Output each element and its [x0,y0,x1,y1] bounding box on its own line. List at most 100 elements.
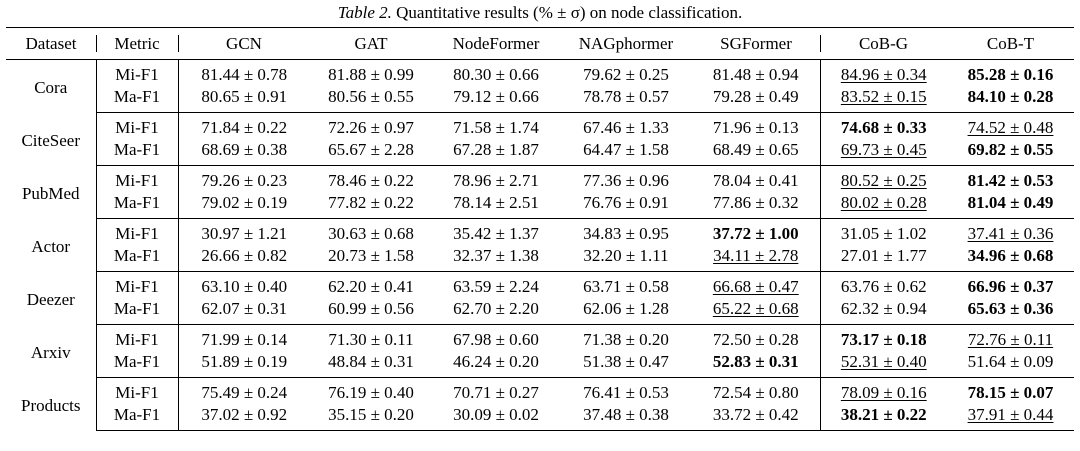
metric-name: Mi-F1 [95,165,178,192]
table-cell: 72.76 ± 0.11 [947,325,1074,352]
result-value: 71.30 ± 0.11 [328,330,414,349]
table-cell: 35.42 ± 1.37 [432,219,560,246]
table-cell: 81.88 ± 0.99 [310,60,432,87]
table-cell: 78.15 ± 0.07 [947,378,1074,405]
table-cell: 67.98 ± 0.60 [432,325,560,352]
table-cell: 80.65 ± 0.91 [177,86,310,113]
table-cell: 64.47 ± 1.58 [560,139,692,166]
result-value: 62.32 ± 0.94 [840,299,927,318]
table-cell: 62.06 ± 1.28 [560,298,692,325]
metric-name: Ma-F1 [95,404,178,431]
result-value: 62.20 ± 0.41 [328,277,414,296]
table-cell: 65.63 ± 0.36 [947,298,1074,325]
table-cell: 62.70 ± 2.20 [432,298,560,325]
metric-name: Ma-F1 [95,245,178,272]
result-value: 78.96 ± 2.71 [453,171,539,190]
result-value: 62.70 ± 2.20 [453,299,539,318]
result-value: 80.30 ± 0.66 [453,65,539,84]
result-value: 27.01 ± 1.77 [840,246,927,265]
dataset-name: Actor [31,237,71,256]
metric-name: Ma-F1 [95,139,178,166]
result-value: 68.49 ± 0.65 [712,140,799,159]
table-cell: 76.76 ± 0.91 [560,192,692,219]
table-cell: 73.17 ± 0.18 [819,324,947,351]
table-cell: 27.01 ± 1.77 [819,245,947,272]
result-value: 76.76 ± 0.91 [583,193,669,212]
table-cell: 33.72 ± 0.42 [692,404,820,431]
result-value: 69.82 ± 0.55 [967,140,1054,159]
table-cell: 34.96 ± 0.68 [947,245,1074,272]
result-value: 79.02 ± 0.19 [201,193,288,212]
result-value: 34.83 ± 0.95 [583,224,669,243]
table-cell: 84.96 ± 0.34 [819,59,947,86]
dataset-name: Cora [34,78,68,98]
table-row: PubMed Mi-F1 79.26 ± 0.23 78.46 ± 0.22 78.96… [6,165,1074,203]
result-value: 78.04 ± 0.41 [712,171,799,190]
table-cell: 71.96 ± 0.13 [692,113,820,140]
result-value: 72.76 ± 0.11 [967,330,1054,349]
table-cell: 77.86 ± 0.32 [692,192,820,219]
table-cell: 71.30 ± 0.11 [310,325,432,352]
result-value: 66.96 ± 0.37 [967,277,1054,296]
result-value: 46.24 ± 0.20 [453,352,539,371]
result-value: 37.72 ± 1.00 [712,224,799,243]
table-cell: 67.46 ± 1.33 [560,113,692,140]
table-cell: 78.04 ± 0.41 [692,166,820,193]
table-cell: 51.89 ± 0.19 [177,351,310,378]
result-value: 63.76 ± 0.62 [840,277,927,296]
table-cell: 77.82 ± 0.22 [310,192,432,219]
table-cell: 72.26 ± 0.97 [310,113,432,140]
result-value: 48.84 ± 0.31 [328,352,414,371]
result-value: 60.99 ± 0.56 [328,299,414,318]
result-value: 51.64 ± 0.09 [967,352,1054,371]
table-cell: 78.14 ± 2.51 [432,192,560,219]
header-cell: NAGphormer [560,27,692,60]
table-cell: 74.52 ± 0.48 [947,113,1074,140]
metric-name: Mi-F1 [95,377,178,404]
result-value: 74.52 ± 0.48 [967,118,1054,137]
table-row: Cora Mi-F1 81.44 ± 0.78 81.88 ± 0.99 80.30 ±… [6,59,1074,97]
table-row: Ma-F1 68.69 ± 0.38 65.67 ± 2.28 67.28 ± 1.8… [6,139,1074,166]
result-value: 80.02 ± 0.28 [840,193,927,212]
result-value: 63.10 ± 0.40 [201,277,288,296]
table-cell: 63.10 ± 0.40 [177,271,310,298]
result-value: 78.46 ± 0.22 [328,171,414,190]
result-value: 76.41 ± 0.53 [583,383,669,402]
table-cell: 78.78 ± 0.57 [560,86,692,113]
dataset-name: Products [21,396,81,415]
table-cell: 70.71 ± 0.27 [432,378,560,405]
table-cell: 48.84 ± 0.31 [310,351,432,378]
table-cell: 78.46 ± 0.22 [310,166,432,193]
header-cell: SGFormer [692,27,820,60]
table-cell: 51.38 ± 0.47 [560,351,692,378]
results-table: Dataset Metric GCN GAT NodeFormer NAGpho… [6,27,1074,431]
table-cell: 63.76 ± 0.62 [819,271,947,298]
dataset-name: CiteSeer [21,131,81,150]
result-value: 30.63 ± 0.68 [328,224,414,243]
table-cell: 37.02 ± 0.92 [177,404,310,431]
metric-name: Mi-F1 [95,271,178,298]
table-cell: 30.63 ± 0.68 [310,219,432,246]
result-value: 33.72 ± 0.42 [712,405,799,424]
result-value: 78.14 ± 2.51 [453,193,539,212]
table-cell: 60.99 ± 0.56 [310,298,432,325]
table-cell: 81.42 ± 0.53 [947,166,1074,193]
result-value: 76.19 ± 0.40 [328,383,414,402]
table-row: Ma-F1 37.02 ± 0.92 35.15 ± 0.20 30.09 ± 0.0… [6,404,1074,431]
result-value: 65.22 ± 0.68 [712,299,799,318]
table-row: Arxiv Mi-F1 71.99 ± 0.14 71.30 ± 0.11 67.98 … [6,324,1074,362]
header-cell: GCN [178,27,310,60]
result-value: 67.46 ± 1.33 [583,118,669,137]
result-value: 63.71 ± 0.58 [583,277,669,296]
result-value: 32.20 ± 1.11 [583,246,669,265]
header-cell: NodeFormer [432,27,560,60]
result-value: 65.67 ± 2.28 [328,140,414,159]
table-cell: 31.05 ± 1.02 [819,218,947,245]
table-cell: 75.49 ± 0.24 [177,377,310,404]
result-value: 72.50 ± 0.28 [712,330,799,349]
table-row: Actor Mi-F1 30.97 ± 1.21 30.63 ± 0.68 35.42 … [6,218,1074,256]
result-value: 37.41 ± 0.36 [967,224,1054,243]
table-cell: 37.48 ± 0.38 [560,404,692,431]
result-value: 77.86 ± 0.32 [712,193,799,212]
table-cell: 76.41 ± 0.53 [560,378,692,405]
